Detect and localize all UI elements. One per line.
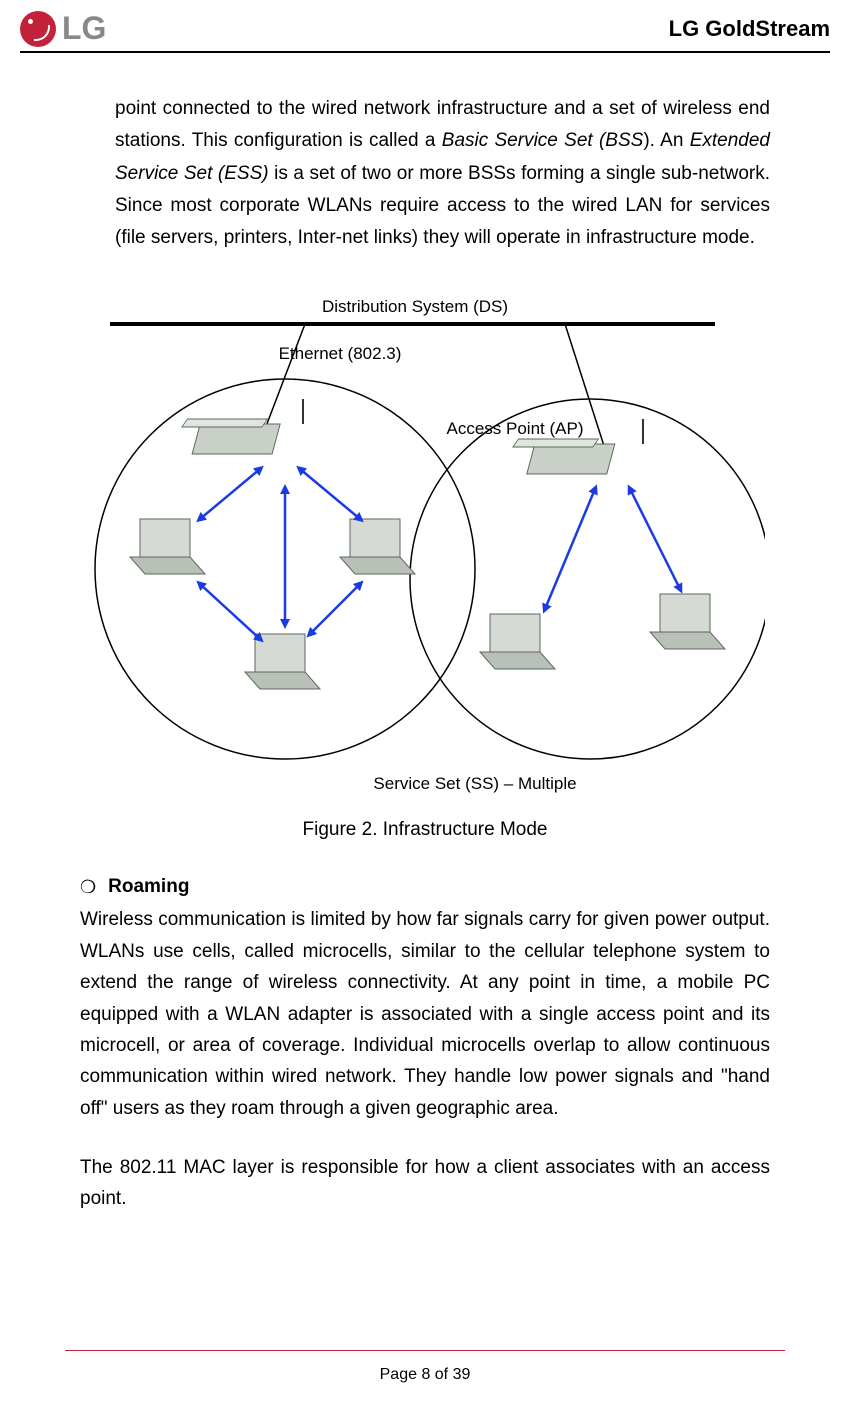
page-header: LG LG GoldStream bbox=[0, 0, 850, 51]
content-area: point connected to the wired network inf… bbox=[0, 53, 850, 1235]
access-point-left bbox=[182, 399, 303, 454]
footer-divider bbox=[65, 1350, 785, 1351]
arrow bbox=[310, 584, 360, 634]
diagram-container: Distribution System (DS) Ethernet (802.3… bbox=[80, 294, 770, 794]
laptop-left-2 bbox=[340, 519, 415, 574]
paragraph-roaming: Wireless communication is limited by how… bbox=[80, 904, 770, 1123]
arrow bbox=[545, 489, 595, 609]
laptop-left-3 bbox=[245, 634, 320, 689]
label-ss: Service Set (SS) – Multiple bbox=[373, 774, 576, 793]
logo: LG bbox=[20, 10, 106, 47]
product-name: LG GoldStream bbox=[669, 16, 830, 42]
bullet-icon: ❍ bbox=[80, 877, 96, 898]
drop-line-left bbox=[265, 324, 305, 429]
infrastructure-diagram: Distribution System (DS) Ethernet (802.3… bbox=[85, 294, 765, 794]
page-footer: Page 8 of 39 bbox=[0, 1350, 850, 1384]
figure-caption: Figure 2. Infrastructure Mode bbox=[80, 819, 770, 841]
paragraph-mac: The 802.11 MAC layer is responsible for … bbox=[80, 1152, 770, 1215]
italic-bss: Basic Service Set (BSS bbox=[442, 130, 644, 151]
arrow bbox=[300, 469, 360, 519]
arrow bbox=[200, 469, 260, 519]
laptop-left-1 bbox=[130, 519, 205, 574]
arrow bbox=[200, 584, 260, 639]
section-title: Roaming bbox=[108, 876, 189, 898]
paragraph-intro: point connected to the wired network inf… bbox=[115, 93, 770, 254]
laptop-right-2 bbox=[650, 594, 725, 649]
text-segment: ). An bbox=[643, 130, 689, 151]
label-ds: Distribution System (DS) bbox=[322, 297, 508, 316]
page-number: Page 8 of 39 bbox=[0, 1366, 850, 1384]
arrow bbox=[630, 489, 680, 589]
section-header: ❍ Roaming bbox=[80, 876, 770, 898]
label-ap: Access Point (AP) bbox=[447, 419, 584, 438]
logo-icon bbox=[20, 11, 56, 47]
logo-text: LG bbox=[62, 10, 106, 47]
laptop-right-1 bbox=[480, 614, 555, 669]
